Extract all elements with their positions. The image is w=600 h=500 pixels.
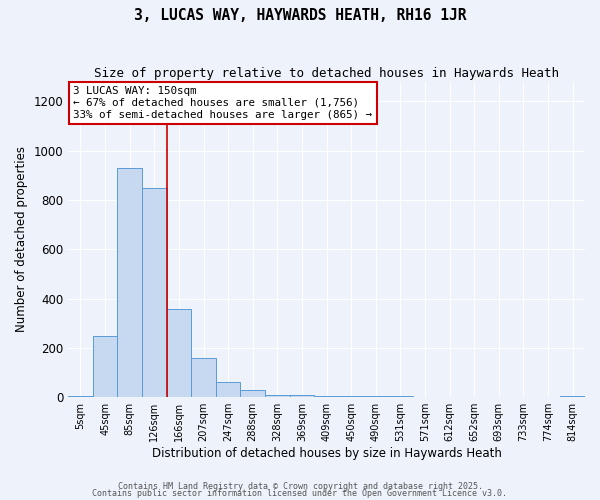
Bar bbox=[118, 168, 142, 397]
Bar bbox=[560, 396, 585, 397]
X-axis label: Distribution of detached houses by size in Haywards Heath: Distribution of detached houses by size … bbox=[152, 447, 502, 460]
Title: Size of property relative to detached houses in Haywards Heath: Size of property relative to detached ho… bbox=[94, 68, 559, 80]
Text: Contains public sector information licensed under the Open Government Licence v3: Contains public sector information licen… bbox=[92, 490, 508, 498]
Bar bbox=[142, 188, 167, 397]
Bar bbox=[191, 358, 216, 397]
Text: Contains HM Land Registry data © Crown copyright and database right 2025.: Contains HM Land Registry data © Crown c… bbox=[118, 482, 482, 491]
Bar bbox=[167, 309, 191, 397]
Text: 3, LUCAS WAY, HAYWARDS HEATH, RH16 1JR: 3, LUCAS WAY, HAYWARDS HEATH, RH16 1JR bbox=[134, 8, 466, 22]
Bar bbox=[290, 395, 314, 397]
Text: 3 LUCAS WAY: 150sqm
← 67% of detached houses are smaller (1,756)
33% of semi-det: 3 LUCAS WAY: 150sqm ← 67% of detached ho… bbox=[73, 86, 373, 120]
Bar bbox=[265, 394, 290, 397]
Bar bbox=[68, 396, 93, 397]
Y-axis label: Number of detached properties: Number of detached properties bbox=[15, 146, 28, 332]
Bar bbox=[216, 382, 241, 397]
Bar bbox=[364, 396, 388, 397]
Bar bbox=[339, 396, 364, 397]
Bar bbox=[314, 396, 339, 397]
Bar bbox=[388, 396, 413, 397]
Bar bbox=[241, 390, 265, 397]
Bar bbox=[93, 336, 118, 397]
